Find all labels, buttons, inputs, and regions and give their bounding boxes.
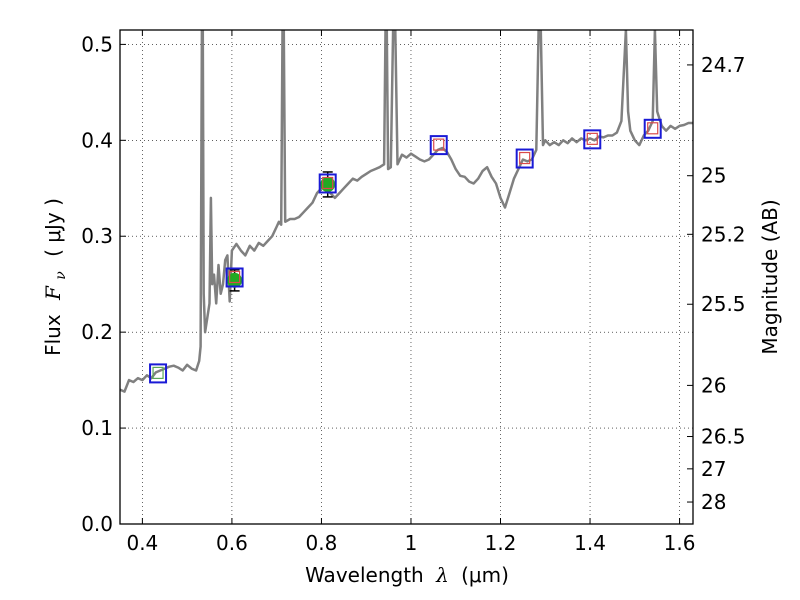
- x-axis-label-text: Wavelength: [305, 563, 424, 587]
- y-tick-label: 0.1: [81, 416, 113, 440]
- x-tick-label: 1.6: [664, 531, 696, 555]
- model-point-inner: [322, 176, 334, 190]
- model-point-box: [583, 129, 602, 150]
- right-tick-label: 27: [701, 457, 726, 481]
- x-axis-label: Wavelength λ (μm): [305, 563, 509, 587]
- x-tick-label: 1.4: [574, 531, 606, 555]
- model-point-inner: [152, 366, 164, 380]
- right-tick-label: 28: [701, 490, 726, 514]
- model-point-box: [515, 148, 534, 169]
- model-point-box: [225, 267, 244, 288]
- x-tick-label: 0.8: [306, 531, 338, 555]
- x-tick-label: 0.6: [216, 531, 248, 555]
- model-point-inner: [229, 270, 241, 284]
- grid: [120, 30, 693, 525]
- y-axis-label-subscript: ν: [53, 271, 69, 280]
- right-tick-label: 25.2: [701, 222, 746, 246]
- right-tick-label: 25: [701, 164, 726, 188]
- model-point-box: [318, 173, 337, 194]
- model-point-inner: [586, 132, 598, 145]
- model-point-inner: [647, 122, 659, 135]
- model-point-inner: [433, 138, 445, 151]
- model-point-inner: [519, 151, 531, 165]
- ticks: [120, 30, 693, 525]
- x-axis-label-unit: (μm): [461, 563, 509, 587]
- y-tick-label: 0.5: [81, 32, 113, 56]
- right-axis-label: Magnitude (AB): [758, 199, 782, 354]
- x-tick-label: 1.2: [485, 531, 517, 555]
- y-axis-label-unit: ( μJy ): [41, 198, 65, 257]
- plot-frame: [119, 29, 694, 525]
- right-tick-label: 26.5: [701, 425, 746, 449]
- y-tick-label: 0.0: [81, 512, 113, 536]
- markers: [149, 118, 662, 384]
- tick-labels: 0.4 0.6 0.8 1 1.2 1.4 1.6 0.0 0.1 0.2 0.3 0.4 0.5 24.…: [81, 32, 745, 555]
- right-tick-label: 24.7: [701, 53, 746, 77]
- y-axis-label: Flux F ν ( μJy ): [41, 198, 70, 356]
- x-tick-label: 0.4: [126, 531, 158, 555]
- spectrum-line: [120, 30, 693, 393]
- right-tick-label: 26: [701, 373, 726, 397]
- model-point-box: [149, 363, 168, 384]
- model-point-box: [643, 118, 662, 139]
- y-tick-label: 0.3: [81, 224, 113, 248]
- right-tick-label: 25.5: [701, 292, 746, 316]
- x-tick-label: 1: [405, 531, 418, 555]
- y-tick-label: 0.4: [81, 128, 113, 152]
- y-axis-label-symbol: F: [41, 285, 65, 301]
- y-tick-label: 0.2: [81, 320, 113, 344]
- x-axis-label-symbol: λ: [435, 563, 449, 587]
- model-point-box: [429, 135, 448, 156]
- y-axis-label-prefix: Flux: [41, 314, 65, 356]
